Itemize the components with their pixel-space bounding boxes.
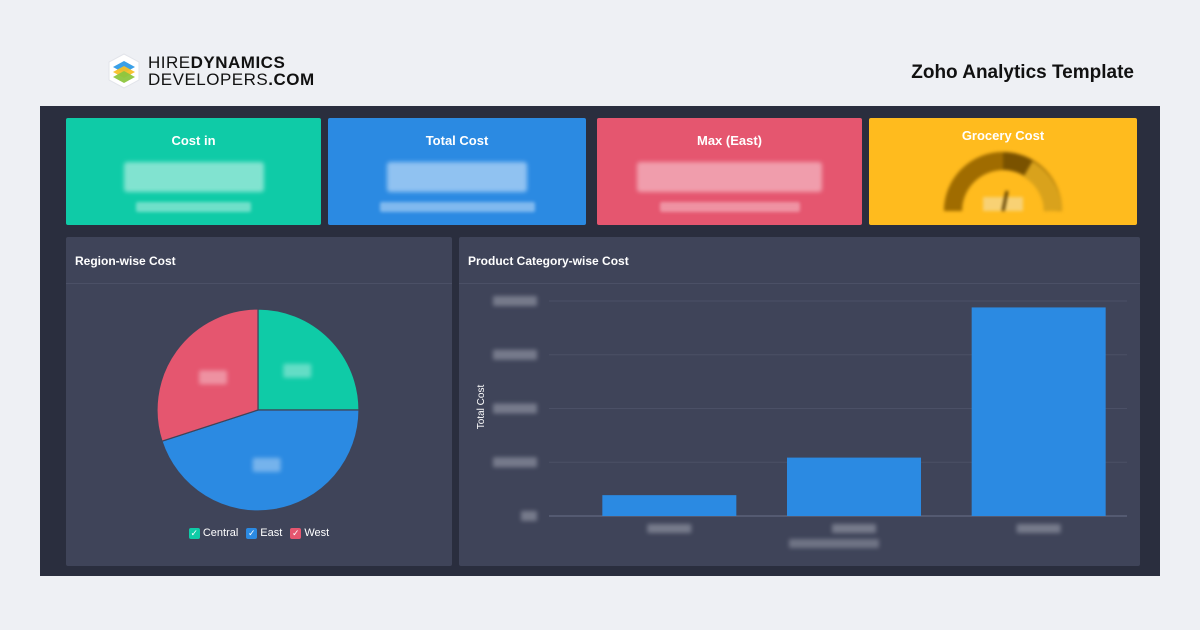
kpi-title: Cost in	[171, 133, 216, 148]
panel-title: Product Category-wise Cost	[468, 254, 629, 268]
kpi-title: Grocery Cost	[961, 128, 1045, 143]
bar-2[interactable]	[971, 307, 1106, 516]
pie-slice-central[interactable]	[257, 308, 360, 411]
panel-divider	[459, 283, 1140, 284]
x-axis-title-redacted	[789, 539, 879, 548]
pie-slice-east[interactable]	[161, 409, 360, 512]
gauge-icon	[944, 152, 1062, 212]
kpi-title: Max (East)	[696, 133, 763, 148]
check-icon: ✓	[188, 527, 200, 539]
pie-slice-label-redacted	[252, 457, 281, 472]
kpi-subtext-redacted	[136, 202, 251, 212]
pie-slice-label-redacted	[283, 363, 312, 378]
region-wise-cost-panel: Region-wise Cost ✓ Central ✓ East ✓ West	[66, 237, 452, 566]
logo-dotcom: .COM	[268, 70, 315, 89]
panel-title: Region-wise Cost	[75, 254, 176, 268]
legend-item-east[interactable]: ✓ East	[246, 527, 282, 539]
page-title: Zoho Analytics Template	[911, 62, 1134, 83]
y-tick-label-redacted	[521, 511, 537, 521]
pie-slice-label-redacted	[199, 370, 228, 385]
legend-item-west[interactable]: ✓ West	[290, 527, 329, 539]
logo-dynamics: DYNAMICS	[190, 53, 286, 72]
pie-slice-west[interactable]	[156, 308, 259, 442]
legend-label: East	[260, 527, 283, 539]
pie-legend: ✓ Central ✓ East ✓ West	[66, 527, 452, 539]
legend-label: West	[304, 527, 330, 539]
kpi-value-redacted	[123, 162, 264, 192]
panel-divider	[66, 283, 452, 284]
legend-label: Central	[202, 527, 239, 539]
bar-0[interactable]	[602, 495, 737, 516]
y-tick-label-redacted	[493, 349, 537, 360]
y-tick-label-redacted	[493, 457, 537, 468]
y-tick-label-redacted	[493, 403, 537, 414]
x-tick-label-redacted	[832, 524, 876, 533]
x-tick-label-redacted	[647, 524, 692, 533]
layers-logo-icon	[108, 53, 140, 89]
check-icon: ✓	[246, 527, 258, 539]
logo-developers: DEVELOPERS	[148, 70, 269, 89]
region-pie-chart	[156, 308, 360, 512]
kpi-value-redacted	[637, 162, 822, 192]
bar-1[interactable]	[787, 457, 921, 516]
product-category-cost-panel: Product Category-wise Cost Total Cost	[459, 237, 1140, 566]
kpi-subtext-redacted	[659, 202, 800, 212]
kpi-card-total-cost[interactable]: Total Cost	[328, 118, 586, 225]
y-tick-label-redacted	[493, 296, 537, 306]
x-tick-label-redacted	[1016, 524, 1061, 533]
kpi-card-grocery-cost[interactable]: Grocery Cost	[869, 118, 1137, 225]
y-axis-label: Total Cost	[476, 385, 487, 430]
kpi-value-redacted	[387, 162, 527, 192]
kpi-title: Total Cost	[425, 133, 489, 148]
brand-logo: HIREDYNAMICS DEVELOPERS.COM	[108, 52, 315, 90]
kpi-card-max-east[interactable]: Max (East)	[597, 118, 862, 225]
kpi-card-cost-in[interactable]: Cost in	[66, 118, 321, 225]
kpi-subtext-redacted	[379, 202, 535, 212]
check-icon: ✓	[290, 527, 302, 539]
dashboard: Cost in Total Cost Max (East) Grocery Co…	[40, 106, 1160, 576]
category-bar-chart: Total Cost	[476, 296, 1127, 548]
logo-hire: HIRE	[148, 53, 191, 72]
legend-item-central[interactable]: ✓ Central	[188, 527, 239, 539]
